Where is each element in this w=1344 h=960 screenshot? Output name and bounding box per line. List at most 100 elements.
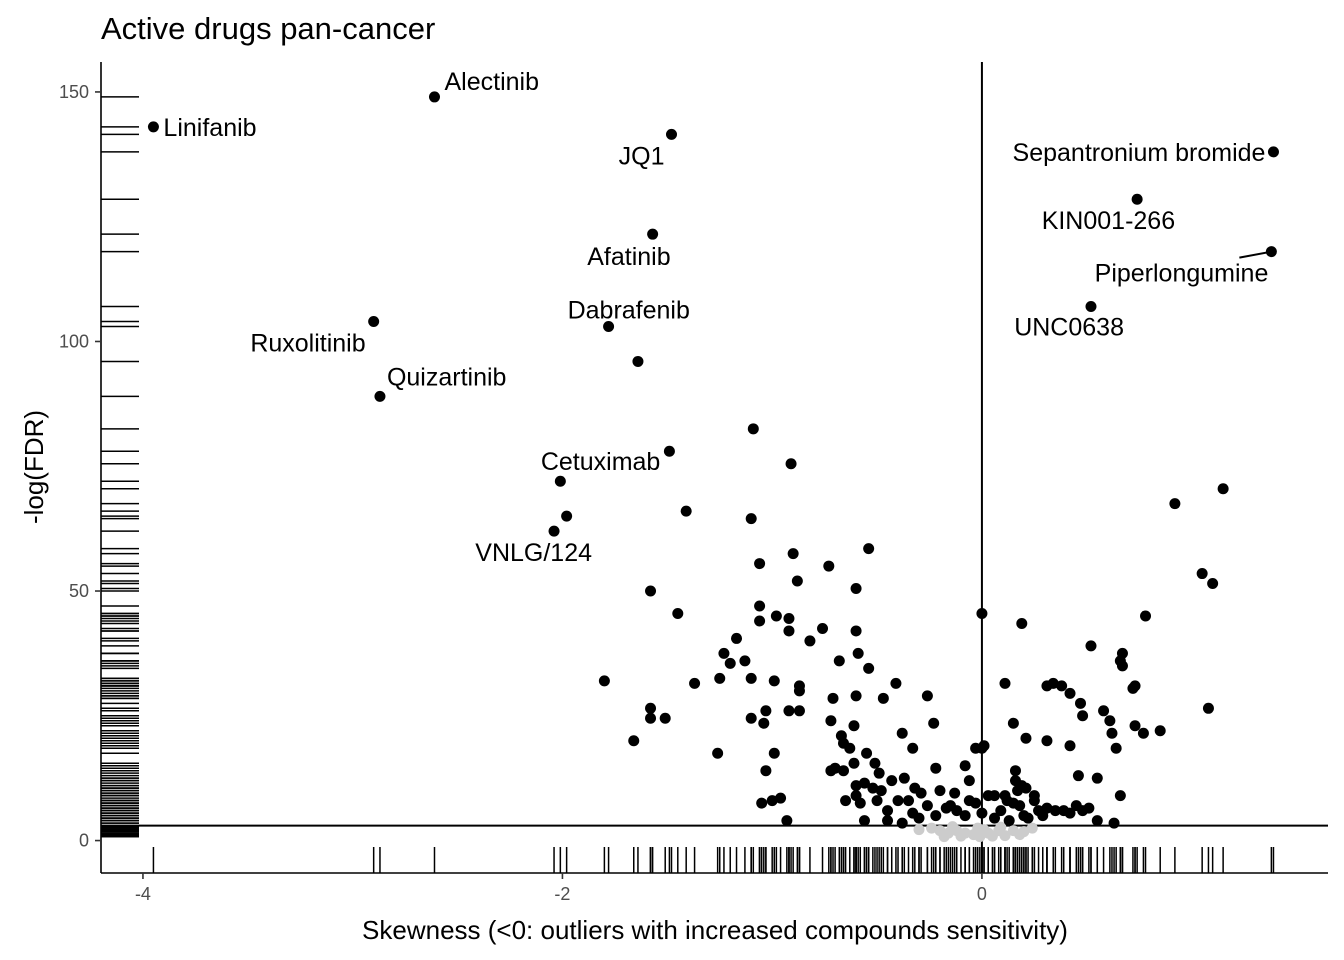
data-point (886, 775, 898, 787)
data-point (147, 121, 159, 133)
data-point (1137, 727, 1149, 739)
data-point (869, 757, 881, 769)
data-point (758, 717, 770, 729)
data-point (645, 702, 657, 714)
data-point-nonsignificant (1014, 829, 1026, 841)
data-point (1020, 732, 1032, 744)
data-point (756, 797, 768, 809)
data-point (861, 747, 873, 759)
data-point (1016, 617, 1028, 629)
data-point (1110, 742, 1122, 754)
data-point (1028, 795, 1040, 807)
data-point (921, 690, 933, 702)
data-point (1140, 610, 1152, 622)
data-point (739, 655, 751, 667)
data-point (1056, 680, 1068, 692)
data-point (632, 355, 644, 367)
data-point (863, 662, 875, 674)
point-label: KIN001-266 (1042, 207, 1175, 235)
data-point (1009, 765, 1021, 777)
data-point (768, 747, 780, 759)
data-point (1091, 772, 1103, 784)
data-point (745, 672, 757, 684)
data-point-nonsignificant (955, 830, 967, 842)
data-point (783, 625, 795, 637)
label-leader-line (1239, 250, 1272, 259)
data-point (833, 655, 845, 667)
point-label: Cetuximab (541, 448, 661, 476)
data-point (837, 765, 849, 777)
x-tick-label: -2 (554, 884, 570, 904)
data-point (368, 316, 380, 328)
data-point (1085, 640, 1097, 652)
data-point (898, 772, 910, 784)
data-point (1049, 805, 1061, 817)
data-point (873, 767, 885, 779)
data-point (603, 321, 615, 333)
data-point (561, 510, 573, 522)
data-point (1106, 727, 1118, 739)
data-point (1020, 782, 1032, 794)
data-point (770, 610, 782, 622)
point-label: JQ1 (619, 142, 665, 170)
y-tick-label: 0 (79, 831, 89, 851)
data-point (659, 712, 671, 724)
data-point (1064, 740, 1076, 752)
data-point (882, 815, 894, 827)
plot-area: 0 50 100 150 -4 -2 0 Alectinib Linifanib JQ1 Sepan… (59, 62, 1328, 904)
data-point (877, 692, 889, 704)
data-point (949, 787, 961, 799)
data-point (783, 612, 795, 624)
data-point (804, 635, 816, 647)
data-point (999, 790, 1011, 802)
point-label: Linifanib (163, 114, 256, 142)
data-point (1072, 770, 1084, 782)
data-point (892, 795, 904, 807)
data-point (850, 780, 862, 792)
data-point (714, 672, 726, 684)
data-point (896, 817, 908, 829)
data-point-nonsignificant (986, 830, 998, 842)
data-point-nonsignificant (999, 830, 1011, 842)
data-point (1129, 680, 1141, 692)
data-point (647, 228, 659, 240)
data-point (825, 765, 837, 777)
data-point (731, 632, 743, 644)
data-point (793, 705, 805, 717)
data-point (760, 705, 772, 717)
data-point (995, 805, 1007, 817)
data-point (1131, 193, 1143, 205)
data-point (913, 812, 925, 824)
point-label: Sepantronium bromide (1013, 139, 1266, 167)
data-point (724, 657, 736, 669)
data-point (781, 815, 793, 827)
data-point (645, 585, 657, 597)
data-point (970, 797, 982, 809)
data-point (628, 735, 640, 747)
data-point (858, 777, 870, 789)
data-point (754, 600, 766, 612)
data-point (863, 543, 875, 555)
data-point (766, 795, 778, 807)
data-point (976, 807, 988, 819)
data-point (1098, 705, 1110, 717)
point-label: Alectinib (444, 68, 539, 96)
y-tick-label: 50 (69, 581, 89, 601)
data-point (825, 715, 837, 727)
data-point (928, 717, 940, 729)
data-point (793, 685, 805, 697)
data-point (1064, 687, 1076, 699)
data-point (768, 675, 780, 687)
data-point (963, 775, 975, 787)
point-label: Ruxolitinib (250, 330, 365, 358)
y-axis-title: -log(FDR) (19, 410, 49, 524)
data-point (999, 677, 1011, 689)
data-point (989, 790, 1001, 802)
data-point (785, 458, 797, 470)
data-point (1018, 810, 1030, 822)
data-point (1108, 817, 1120, 829)
data-point (1217, 483, 1229, 495)
data-point (754, 615, 766, 627)
data-point (689, 677, 701, 689)
data-point (666, 128, 678, 140)
